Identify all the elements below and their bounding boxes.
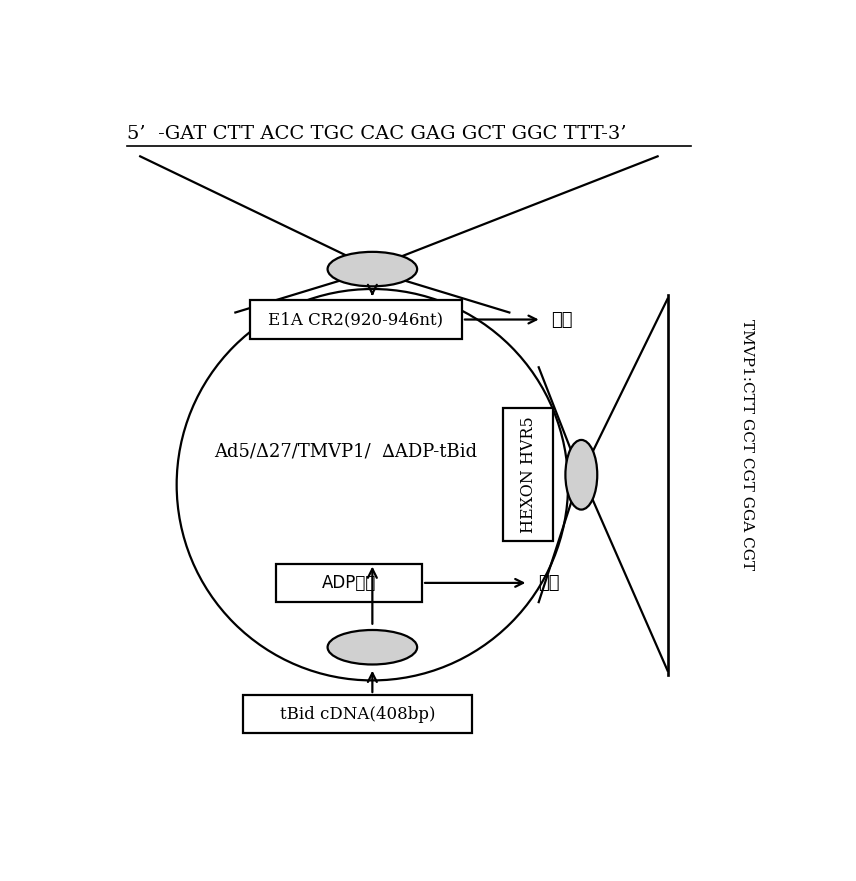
Text: 缺失: 缺失: [551, 310, 573, 329]
FancyBboxPatch shape: [250, 300, 462, 339]
Text: tBid cDNA(408bp): tBid cDNA(408bp): [280, 706, 435, 722]
Text: ADP缺失: ADP缺失: [322, 574, 377, 592]
Ellipse shape: [328, 252, 417, 286]
Ellipse shape: [566, 440, 597, 509]
Ellipse shape: [328, 630, 417, 664]
Text: E1A CR2(920-946nt): E1A CR2(920-946nt): [268, 311, 443, 328]
FancyBboxPatch shape: [276, 564, 422, 602]
Text: TMVP1:CTT GCT CGT GGA CGT: TMVP1:CTT GCT CGT GGA CGT: [740, 319, 754, 571]
FancyBboxPatch shape: [503, 409, 553, 541]
Text: Ad5/Δ27/TMVP1/  ∆ADP-tBid: Ad5/Δ27/TMVP1/ ∆ADP-tBid: [214, 442, 478, 461]
Circle shape: [176, 289, 568, 680]
Text: 缺失: 缺失: [538, 574, 560, 592]
Text: 5’  -GAT CTT ACC TGC CAC GAG GCT GGC TTT-3’: 5’ -GAT CTT ACC TGC CAC GAG GCT GGC TTT-…: [127, 125, 627, 143]
Text: HEXON HVR5: HEXON HVR5: [520, 417, 537, 533]
FancyBboxPatch shape: [243, 695, 472, 734]
